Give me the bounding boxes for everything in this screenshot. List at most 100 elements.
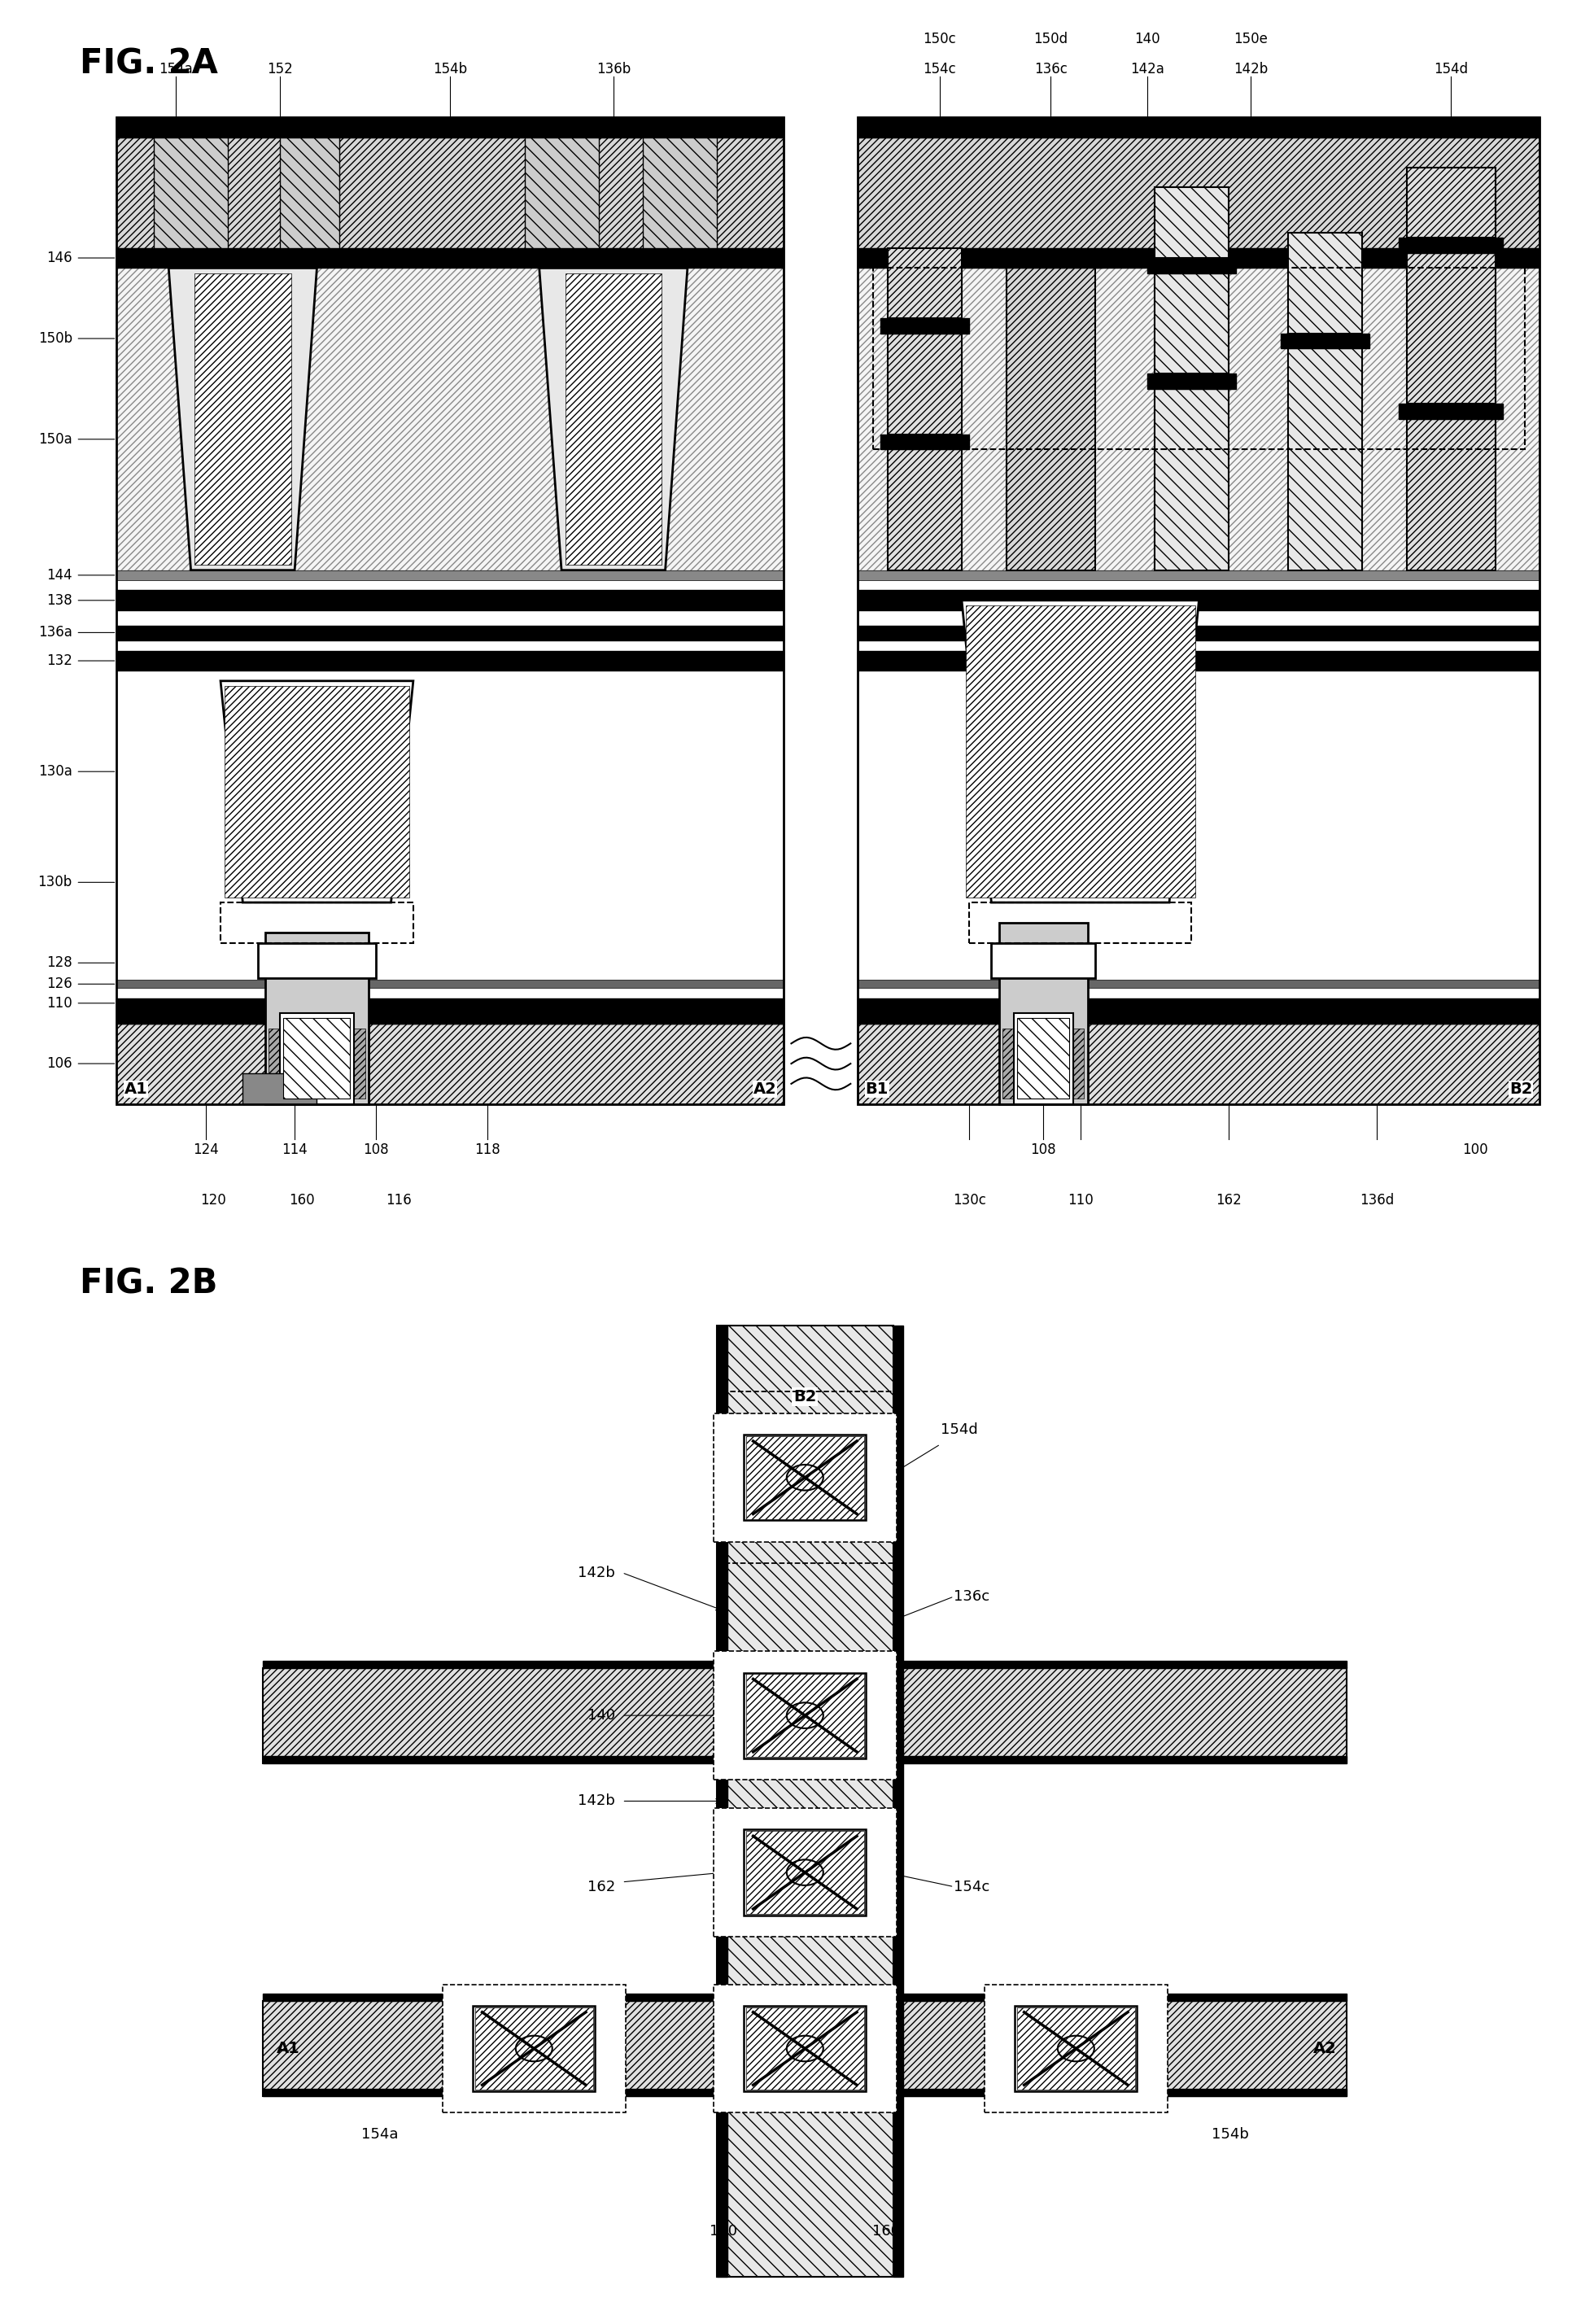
- Bar: [858, 997, 1540, 1009]
- Bar: [1006, 267, 1095, 569]
- Text: 136c: 136c: [1035, 63, 1068, 77]
- Text: 160: 160: [872, 2224, 901, 2238]
- Bar: [1148, 374, 1235, 388]
- Bar: [746, 1673, 864, 1757]
- Text: 108: 108: [363, 1143, 389, 1157]
- Bar: [284, 1018, 351, 1099]
- Bar: [969, 902, 1192, 944]
- Bar: [858, 651, 1540, 672]
- Bar: [116, 116, 784, 1104]
- Text: 136c: 136c: [953, 1590, 990, 1604]
- Bar: [1015, 2006, 1137, 2092]
- Bar: [714, 1808, 896, 1936]
- Bar: [116, 267, 784, 569]
- Text: 142b: 142b: [1234, 63, 1267, 77]
- Bar: [880, 435, 969, 449]
- Bar: [1017, 1018, 1070, 1099]
- Bar: [642, 137, 717, 249]
- Bar: [225, 686, 410, 897]
- Bar: [116, 625, 784, 641]
- Text: 150e: 150e: [1234, 33, 1267, 46]
- Text: 142b: 142b: [579, 1794, 615, 1808]
- Bar: [888, 332, 961, 435]
- Bar: [880, 318, 969, 332]
- Text: 150a: 150a: [38, 432, 72, 446]
- Bar: [746, 1436, 864, 1520]
- Text: 146: 146: [46, 251, 72, 265]
- Bar: [858, 116, 1540, 137]
- Bar: [1148, 258, 1235, 272]
- Bar: [269, 1027, 365, 1099]
- Bar: [717, 1325, 893, 2278]
- Bar: [116, 981, 784, 988]
- Bar: [988, 1987, 1164, 2110]
- Text: 138: 138: [46, 593, 72, 607]
- Text: 114: 114: [282, 1143, 308, 1157]
- Polygon shape: [961, 600, 1199, 902]
- Text: 150c: 150c: [923, 33, 956, 46]
- Bar: [991, 944, 1095, 978]
- Bar: [1288, 232, 1361, 332]
- Bar: [888, 249, 961, 318]
- Bar: [1400, 404, 1503, 418]
- Text: 136d: 136d: [1360, 1192, 1395, 1208]
- Text: 140: 140: [588, 1708, 615, 1722]
- Bar: [116, 590, 784, 611]
- Bar: [443, 1985, 625, 2113]
- Bar: [1406, 167, 1495, 237]
- Bar: [475, 2008, 593, 2089]
- Text: 110: 110: [46, 997, 72, 1011]
- Text: A1: A1: [124, 1081, 148, 1097]
- Text: A1: A1: [277, 2040, 300, 2057]
- Bar: [744, 1434, 866, 1520]
- Polygon shape: [169, 267, 317, 569]
- Bar: [714, 1985, 896, 2113]
- Text: 128: 128: [46, 955, 72, 969]
- Bar: [966, 604, 1196, 897]
- Text: 100: 100: [1462, 1143, 1489, 1157]
- Polygon shape: [539, 267, 687, 569]
- Text: 144: 144: [46, 567, 72, 583]
- Bar: [263, 2089, 1347, 2096]
- Text: B1: B1: [795, 2040, 815, 2057]
- Text: 136b: 136b: [596, 63, 631, 77]
- Text: 150b: 150b: [38, 332, 72, 346]
- Bar: [446, 1987, 622, 2110]
- Bar: [116, 137, 784, 249]
- Text: 154a: 154a: [159, 63, 193, 77]
- Bar: [746, 1831, 864, 1915]
- Text: 162: 162: [1216, 1192, 1242, 1208]
- Bar: [1154, 388, 1229, 569]
- Bar: [1017, 2008, 1135, 2089]
- Bar: [263, 1994, 1347, 2001]
- Bar: [746, 2008, 864, 2089]
- Text: 160: 160: [289, 1192, 316, 1208]
- Text: 120: 120: [201, 1192, 226, 1208]
- Text: 130b: 130b: [38, 876, 72, 890]
- Bar: [714, 1413, 896, 1541]
- Bar: [858, 569, 1540, 581]
- Bar: [263, 1662, 1347, 1669]
- Bar: [1400, 237, 1503, 253]
- Bar: [717, 1325, 727, 2278]
- Bar: [116, 997, 784, 1009]
- Bar: [893, 1325, 904, 2278]
- Bar: [116, 1009, 784, 1023]
- Bar: [263, 1757, 1347, 1764]
- Bar: [999, 923, 1087, 1104]
- Text: FIG. 2A: FIG. 2A: [80, 46, 218, 81]
- Text: 132: 132: [46, 653, 72, 667]
- Bar: [153, 137, 228, 249]
- Bar: [1406, 253, 1495, 404]
- Bar: [1154, 188, 1229, 258]
- Bar: [220, 902, 413, 944]
- Bar: [999, 253, 1103, 267]
- Bar: [242, 1074, 317, 1104]
- Bar: [473, 2006, 595, 2092]
- Bar: [116, 116, 784, 137]
- Text: 154b: 154b: [1211, 2126, 1248, 2140]
- Text: 106: 106: [46, 1057, 72, 1071]
- Text: 118: 118: [475, 1143, 501, 1157]
- Text: 142b: 142b: [579, 1566, 615, 1580]
- Text: 130c: 130c: [953, 1192, 985, 1208]
